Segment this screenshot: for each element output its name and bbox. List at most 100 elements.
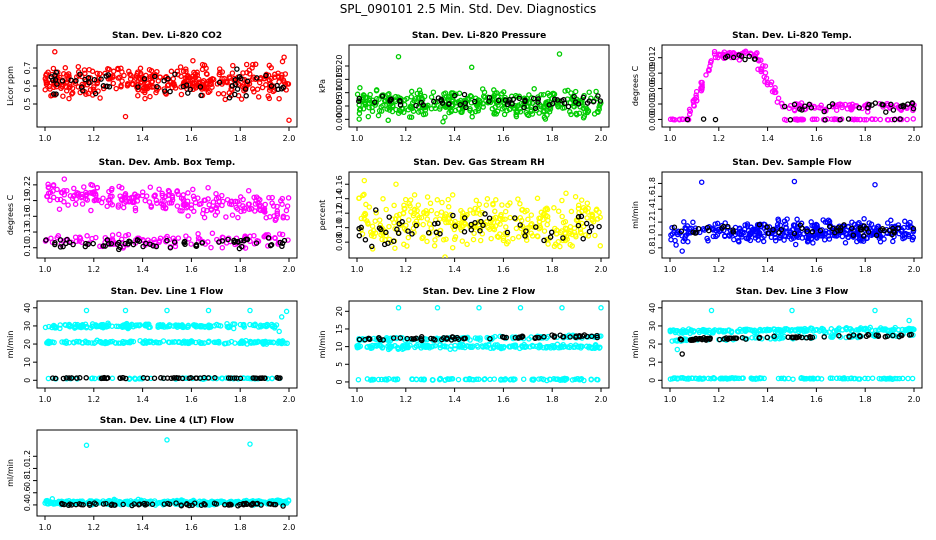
- data-point: [283, 207, 290, 214]
- data-point: [70, 339, 77, 345]
- data-point: [113, 323, 120, 330]
- data-point: [494, 219, 501, 225]
- data-point: [446, 101, 452, 107]
- data-point: [594, 334, 600, 341]
- data-point: [546, 102, 553, 108]
- data-point: [408, 209, 414, 215]
- data-point: [238, 96, 245, 102]
- data-point: [199, 66, 206, 73]
- data-point: [540, 105, 547, 111]
- data-point: [386, 223, 392, 230]
- data-point: [468, 64, 475, 71]
- data-point: [792, 116, 799, 123]
- data-point: [221, 75, 227, 82]
- data-point: [775, 95, 782, 102]
- data-point: [546, 104, 552, 111]
- y-tick-label: 40: [648, 303, 657, 313]
- data-point: [403, 222, 409, 229]
- data-point: [393, 181, 399, 187]
- x-tick-label: 1.6: [185, 134, 198, 143]
- data-point: [471, 230, 477, 237]
- data-point: [468, 221, 474, 228]
- data-point: [122, 307, 129, 314]
- x-tick-label: 1.8: [234, 134, 247, 143]
- data-point: [858, 227, 865, 233]
- data-point: [766, 224, 773, 230]
- data-point: [440, 237, 447, 243]
- data-point: [232, 91, 238, 98]
- data-point: [413, 376, 420, 383]
- data-point: [544, 221, 550, 228]
- data-point: [881, 375, 888, 382]
- data-point: [905, 101, 911, 107]
- data-point: [119, 185, 125, 191]
- data-point: [567, 334, 573, 340]
- data-point: [452, 234, 459, 240]
- data-point: [752, 235, 759, 241]
- data-point: [445, 196, 451, 203]
- data-point: [571, 103, 577, 110]
- data-point: [452, 346, 458, 352]
- data-point: [575, 214, 582, 220]
- data-point: [548, 229, 555, 236]
- data-point: [834, 375, 840, 382]
- data-point: [424, 238, 430, 245]
- data-point: [153, 197, 160, 204]
- data-point: [589, 216, 595, 223]
- data-point: [499, 334, 506, 340]
- data-point: [247, 321, 253, 328]
- data-point: [120, 501, 126, 508]
- data-point: [407, 197, 414, 203]
- data-point: [820, 232, 826, 239]
- data-point: [140, 243, 146, 250]
- data-point: [109, 338, 116, 345]
- data-point: [378, 226, 384, 233]
- data-point: [178, 73, 184, 80]
- data-point: [170, 76, 177, 82]
- data-point: [123, 194, 129, 200]
- data-point: [245, 187, 252, 194]
- data-point: [679, 248, 685, 254]
- data-point: [510, 235, 516, 242]
- data-point: [243, 61, 250, 68]
- y-tick-label: 0.4: [23, 499, 32, 512]
- data-point: [110, 80, 117, 87]
- data-point: [580, 223, 587, 230]
- data-point: [888, 217, 894, 224]
- data-point: [279, 58, 286, 65]
- data-point: [255, 94, 262, 100]
- data-point: [276, 497, 282, 504]
- data-point: [180, 68, 187, 75]
- data-point: [129, 322, 135, 328]
- data-point: [376, 335, 382, 341]
- data-point: [69, 85, 76, 91]
- data-point: [61, 187, 67, 194]
- data-point: [236, 201, 242, 207]
- x-tick-label: 1.8: [546, 265, 559, 274]
- data-point: [129, 502, 135, 509]
- plot-frame: [661, 300, 923, 389]
- data-point: [83, 240, 89, 247]
- data-point: [116, 246, 122, 253]
- data-point: [63, 375, 70, 381]
- data-point: [559, 213, 565, 220]
- data-point: [721, 336, 728, 342]
- data-point: [73, 375, 80, 381]
- data-point: [223, 214, 229, 220]
- data-point: [559, 98, 565, 104]
- data-point: [408, 335, 415, 342]
- data-point: [115, 75, 122, 81]
- data-point: [535, 99, 541, 105]
- data-point: [849, 327, 855, 334]
- data-point: [88, 181, 94, 188]
- data-point: [83, 307, 90, 314]
- data-point: [366, 97, 373, 104]
- data-point: [201, 62, 208, 69]
- data-point: [254, 237, 260, 244]
- y-tick-label: 0: [23, 378, 32, 383]
- data-point: [487, 376, 493, 383]
- data-point: [269, 375, 275, 382]
- data-point: [354, 344, 361, 351]
- y-axis-label: kPa: [318, 79, 327, 93]
- y-tick-label: 5: [335, 362, 344, 367]
